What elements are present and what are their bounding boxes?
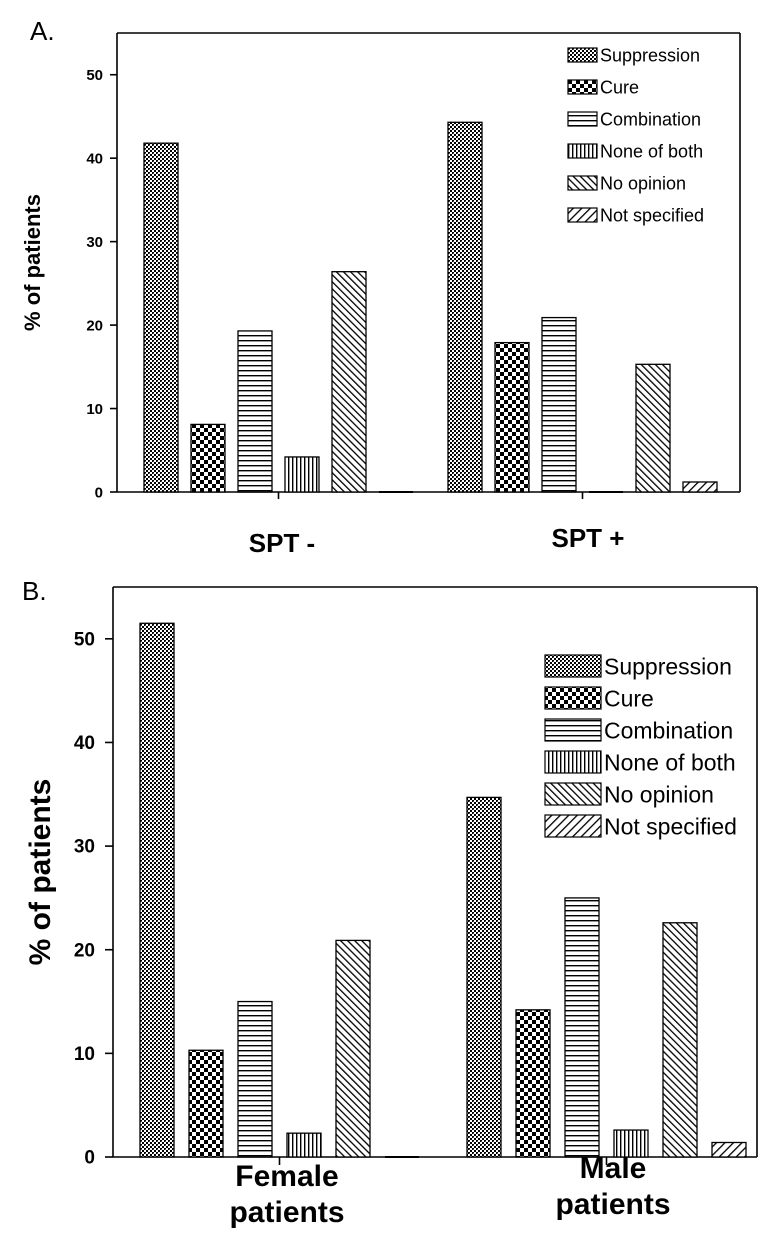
y-tick-label: 30	[74, 837, 95, 858]
legend-label: No opinion	[604, 781, 714, 807]
y-axis-title: % of patients	[24, 779, 57, 966]
y-tick-label: 30	[86, 234, 103, 251]
legend: Suppression Cure Combination None of both No…	[567, 45, 704, 225]
category-label: SPT +	[552, 523, 625, 553]
y-tick-label: 0	[95, 484, 103, 501]
chart-panel-a: A. 0 10 20 30 40 50 % of patients SPT - SPT + Supp…	[20, 16, 741, 558]
legend-swatch	[544, 782, 602, 806]
category-label: SPT -	[249, 528, 315, 558]
legend: Suppression Cure Combination None of both No…	[544, 653, 737, 839]
legend-swatch	[544, 718, 602, 742]
bar-none-of-both	[286, 1132, 322, 1158]
legend-swatch	[544, 686, 602, 710]
legend-label: Combination	[604, 717, 733, 743]
bar-cure	[188, 1049, 224, 1158]
bar-combination	[237, 330, 273, 493]
panel-label: B.	[22, 576, 47, 606]
y-tick-label: 40	[86, 150, 103, 167]
legend-label: Cure	[604, 685, 654, 711]
legend-label: Not specified	[604, 813, 737, 839]
legend-swatch	[544, 654, 602, 678]
legend-swatch	[567, 111, 598, 127]
bar-combination	[237, 1000, 273, 1158]
legend-swatch	[544, 814, 602, 838]
y-tick-label: 40	[74, 733, 95, 754]
legend-label: None of both	[600, 141, 703, 161]
legend-swatch	[567, 175, 598, 191]
bar-not-specified	[682, 481, 718, 493]
legend-label: Combination	[600, 109, 701, 129]
y-tick-label: 50	[86, 67, 103, 84]
bar-not-specified	[711, 1141, 747, 1158]
y-tick-label: 20	[74, 940, 95, 961]
bar-suppression	[139, 622, 175, 1158]
chart-panel-b: B. 0 10 20 30 40 50 % of patients Female patients…	[22, 576, 758, 1229]
bar-no-opinion	[335, 939, 371, 1158]
bar-combination	[564, 897, 600, 1158]
legend-label: No opinion	[600, 173, 686, 193]
bar-cure	[494, 341, 530, 493]
y-tick-label: 20	[86, 317, 103, 334]
legend-label: Not specified	[600, 205, 704, 225]
bar-no-opinion	[331, 271, 367, 493]
legend-label: Cure	[600, 77, 639, 97]
bar-suppression	[447, 121, 483, 493]
y-tick-label: 50	[74, 629, 95, 650]
y-axis-title: % of patients	[20, 194, 45, 331]
bar-none-of-both	[284, 456, 320, 493]
legend-swatch	[567, 207, 598, 223]
category-label: Female patients	[229, 1160, 344, 1229]
category-label: Male patients	[555, 1152, 670, 1221]
bar-cure	[190, 423, 226, 493]
y-tick-label: 10	[86, 401, 103, 418]
legend-swatch	[567, 79, 598, 95]
bar-no-opinion	[635, 363, 671, 493]
y-tick-label: 0	[84, 1148, 95, 1169]
y-tick-label: 10	[74, 1044, 95, 1065]
bar-no-opinion	[662, 922, 698, 1158]
bar-suppression	[466, 796, 502, 1158]
legend-label: Suppression	[604, 653, 732, 679]
bar-combination	[541, 316, 577, 493]
bar-suppression	[143, 142, 179, 493]
legend-label: Suppression	[600, 45, 700, 65]
panel-label: A.	[30, 16, 55, 46]
legend-swatch	[567, 47, 598, 63]
legend-swatch	[544, 750, 602, 774]
bar-cure	[515, 1009, 551, 1158]
bar-none-of-both	[613, 1129, 649, 1158]
legend-swatch	[567, 143, 598, 159]
legend-label: None of both	[604, 749, 736, 775]
